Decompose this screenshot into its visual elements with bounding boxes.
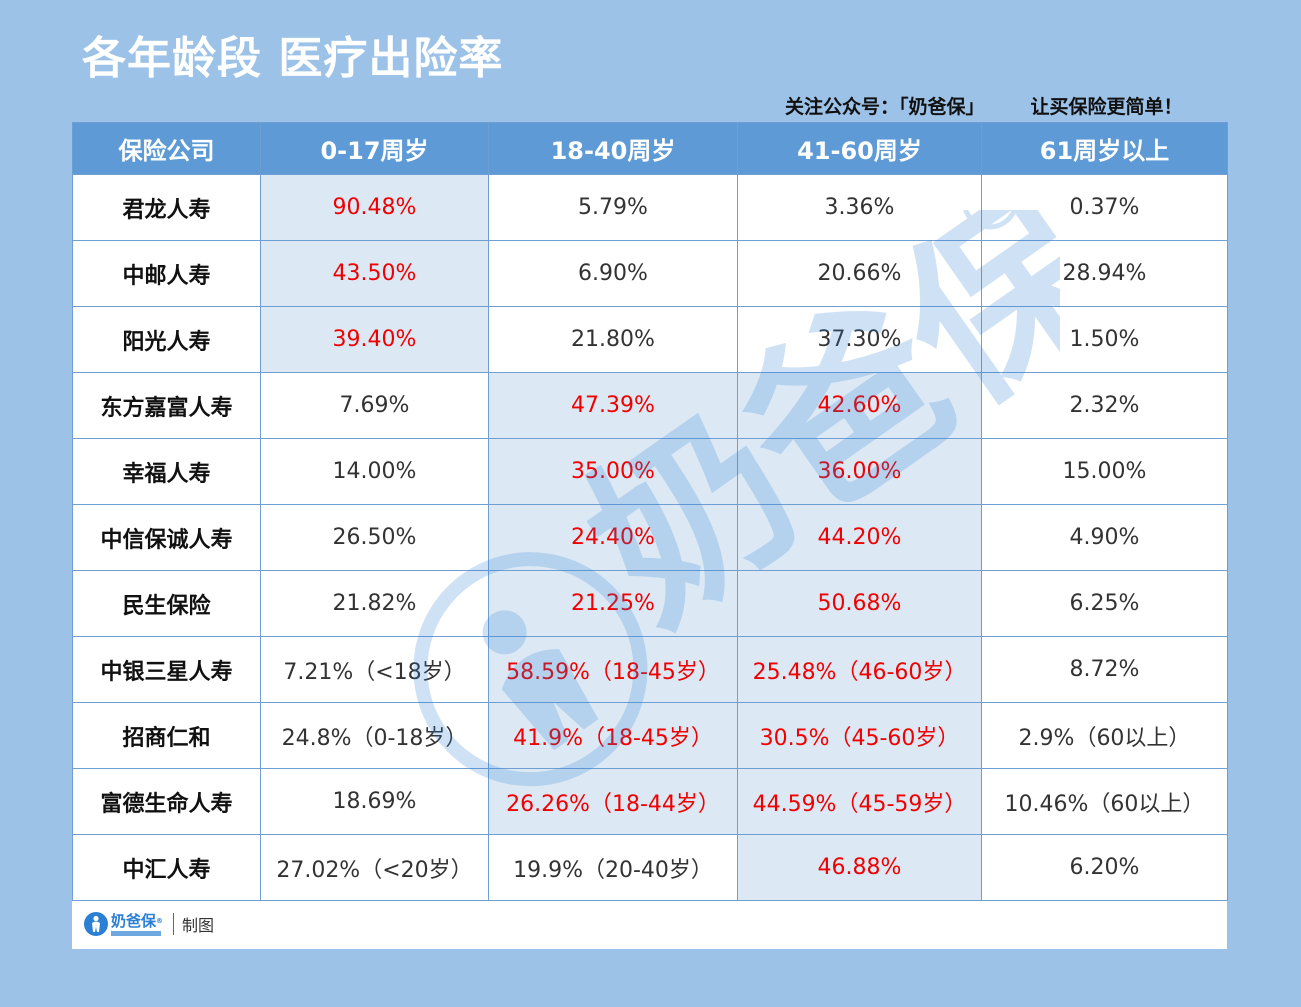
rate-cell: 21.25% — [488, 570, 738, 637]
logo-subline — [111, 930, 161, 936]
table-row: 中邮人寿 43.50% 6.90% 20.66% 28.94% — [72, 240, 1228, 307]
rate-cell: 27.02%（<20岁） — [260, 834, 489, 901]
rate-cell: 14.00% — [260, 438, 489, 505]
column-header: 18-40周岁 — [488, 122, 738, 175]
company-cell: 民生保险 — [72, 570, 261, 637]
rate-cell: 18.69% — [260, 768, 489, 835]
rate-cell: 24.8%（0-18岁） — [260, 702, 489, 769]
rate-cell: 21.80% — [488, 306, 738, 373]
rate-cell: 6.90% — [488, 240, 738, 307]
rate-cell: 36.00% — [737, 438, 982, 505]
rate-cell: 42.60% — [737, 372, 982, 439]
company-cell: 富德生命人寿 — [72, 768, 261, 835]
rate-cell: 15.00% — [981, 438, 1228, 505]
logo-name: 奶爸保 — [111, 911, 157, 930]
table-row: 中汇人寿 27.02%（<20岁） 19.9%（20-40岁） 46.88% 6.20% — [72, 834, 1228, 901]
footer-divider — [173, 913, 175, 935]
slogan-account: 关注公众号：「奶爸保」 — [785, 96, 985, 118]
rate-cell: 21.82% — [260, 570, 489, 637]
company-cell: 幸福人寿 — [72, 438, 261, 505]
baby-carrier-logo-icon — [84, 912, 108, 936]
claim-rate-table: 保险公司 0-17周岁 18-40周岁 41-60周岁 61周岁以上 君龙人寿 90.48… — [72, 122, 1228, 901]
company-cell: 招商仁和 — [72, 702, 261, 769]
footer: 奶爸保® 制图 — [84, 912, 214, 936]
rate-cell: 90.48% — [260, 174, 489, 241]
rate-cell: 47.39% — [488, 372, 738, 439]
rate-cell: 50.68% — [737, 570, 982, 637]
rate-cell: 2.9%（60以上） — [981, 702, 1228, 769]
rate-cell: 2.32% — [981, 372, 1228, 439]
slogan: 关注公众号：「奶爸保」 让买保险更简单！ — [785, 92, 1183, 119]
footer-credit: 制图 — [182, 916, 215, 935]
rate-cell: 44.59%（45-59岁） — [737, 768, 982, 835]
registered-mark-icon: ® — [156, 916, 164, 925]
brand-logo: 奶爸保® — [84, 912, 163, 936]
rate-cell: 28.94% — [981, 240, 1228, 307]
company-cell: 君龙人寿 — [72, 174, 261, 241]
rate-cell: 19.9%（20-40岁） — [488, 834, 738, 901]
table-body: 君龙人寿 90.48% 5.79% 3.36% 0.37% 中邮人寿 43.50% 6.90%… — [72, 174, 1228, 901]
rate-cell: 7.69% — [260, 372, 489, 439]
column-header: 保险公司 — [72, 122, 261, 175]
company-cell: 中信保诚人寿 — [72, 504, 261, 571]
table-row: 民生保险 21.82% 21.25% 50.68% 6.25% — [72, 570, 1228, 637]
rate-cell: 26.50% — [260, 504, 489, 571]
rate-cell: 8.72% — [981, 636, 1228, 703]
column-header: 61周岁以上 — [981, 122, 1228, 175]
rate-cell: 44.20% — [737, 504, 982, 571]
table-row: 幸福人寿 14.00% 35.00% 36.00% 15.00% — [72, 438, 1228, 505]
company-cell: 中邮人寿 — [72, 240, 261, 307]
table-row: 中信保诚人寿 26.50% 24.40% 44.20% 4.90% — [72, 504, 1228, 571]
company-cell: 东方嘉富人寿 — [72, 372, 261, 439]
table-row: 富德生命人寿 18.69% 26.26%（18-44岁） 44.59%（45-59岁）… — [72, 768, 1228, 835]
rate-cell: 0.37% — [981, 174, 1228, 241]
company-cell: 阳光人寿 — [72, 306, 261, 373]
rate-cell: 6.20% — [981, 834, 1228, 901]
rate-cell: 5.79% — [488, 174, 738, 241]
rate-cell: 20.66% — [737, 240, 982, 307]
rate-cell: 24.40% — [488, 504, 738, 571]
column-header: 41-60周岁 — [737, 122, 982, 175]
table-row: 君龙人寿 90.48% 5.79% 3.36% 0.37% — [72, 174, 1228, 241]
rate-cell: 58.59%（18-45岁） — [488, 636, 738, 703]
rate-cell: 7.21%（<18岁） — [260, 636, 489, 703]
rate-cell: 37.30% — [737, 306, 982, 373]
rate-cell: 35.00% — [488, 438, 738, 505]
rate-cell: 39.40% — [260, 306, 489, 373]
rate-cell: 6.25% — [981, 570, 1228, 637]
rate-cell: 3.36% — [737, 174, 982, 241]
company-cell: 中汇人寿 — [72, 834, 261, 901]
page-title: 各年龄段 医疗出险率 — [82, 33, 504, 84]
rate-cell: 41.9%（18-45岁） — [488, 702, 738, 769]
table-panel: 保险公司 0-17周岁 18-40周岁 41-60周岁 61周岁以上 君龙人寿 90.48… — [72, 122, 1228, 949]
rate-cell: 4.90% — [981, 504, 1228, 571]
company-cell: 中银三星人寿 — [72, 636, 261, 703]
rate-cell: 26.26%（18-44岁） — [488, 768, 738, 835]
rate-cell: 46.88% — [737, 834, 982, 901]
rate-cell: 10.46%（60以上） — [981, 768, 1228, 835]
slogan-tagline: 让买保险更简单！ — [1030, 96, 1183, 118]
rate-cell: 30.5%（45-60岁） — [737, 702, 982, 769]
rate-cell: 1.50% — [981, 306, 1228, 373]
rate-cell: 43.50% — [260, 240, 489, 307]
table-row: 东方嘉富人寿 7.69% 47.39% 42.60% 2.32% — [72, 372, 1228, 439]
table-header-row: 保险公司 0-17周岁 18-40周岁 41-60周岁 61周岁以上 — [72, 122, 1228, 175]
column-header: 0-17周岁 — [260, 122, 489, 175]
table-row: 阳光人寿 39.40% 21.80% 37.30% 1.50% — [72, 306, 1228, 373]
rate-cell: 25.48%（46-60岁） — [737, 636, 982, 703]
table-row: 中银三星人寿 7.21%（<18岁） 58.59%（18-45岁） 25.48%（46… — [72, 636, 1228, 703]
table-row: 招商仁和 24.8%（0-18岁） 41.9%（18-45岁） 30.5%（45-60… — [72, 702, 1228, 769]
